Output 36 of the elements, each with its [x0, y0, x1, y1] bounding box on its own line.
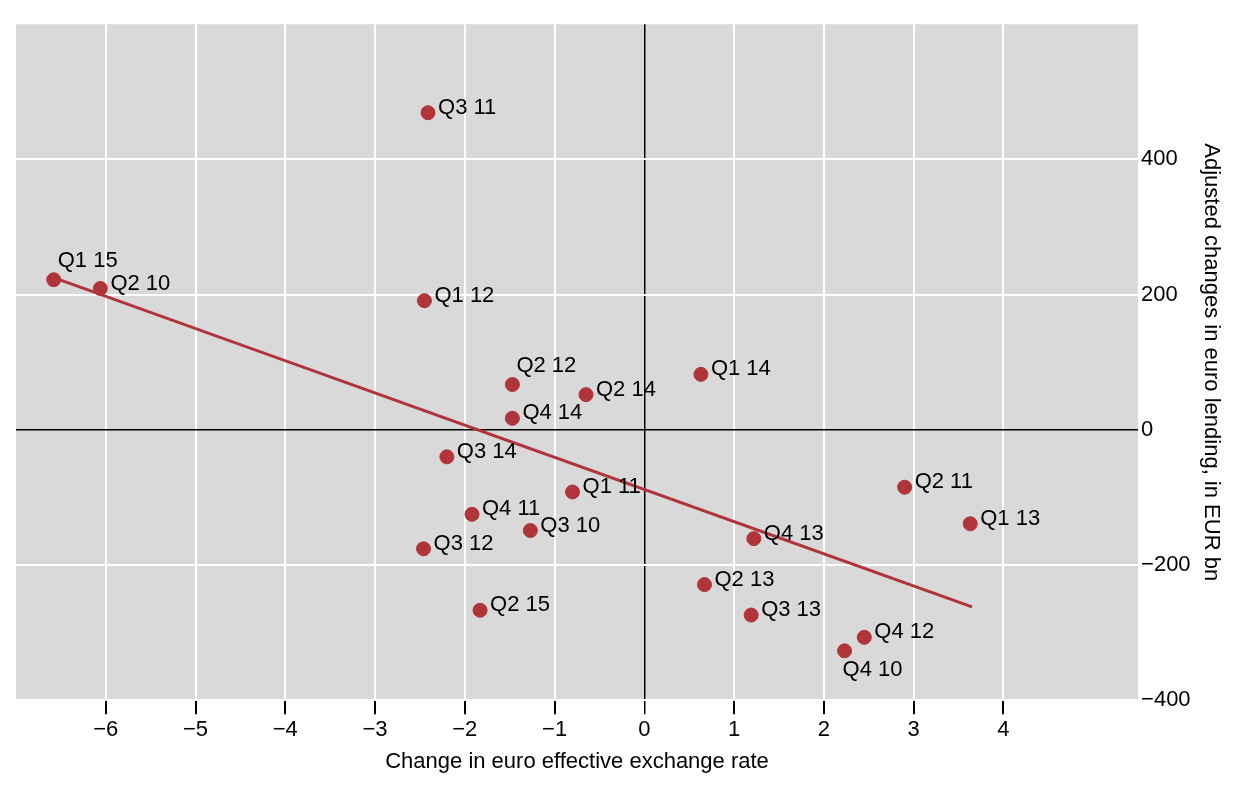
x-tick-label: −6 [93, 716, 119, 742]
x-tick-label: 0 [638, 716, 651, 742]
y-tick-label: 200 [1141, 280, 1178, 306]
data-label: Q1 15 [57, 246, 118, 272]
y-tick-label: 0 [1141, 415, 1154, 441]
data-label: Q2 15 [490, 591, 551, 617]
data-label: Q3 11 [438, 93, 497, 119]
x-tick-label: −3 [362, 716, 388, 742]
x-tick-label: 1 [727, 716, 741, 742]
y-tick-label: −400 [1141, 686, 1191, 712]
x-tick-label: −4 [272, 716, 298, 742]
data-label: Q3 13 [761, 596, 822, 622]
x-tick-label: −5 [182, 716, 209, 742]
y-tick-label: 400 [1141, 145, 1178, 171]
x-tick-label: −1 [542, 716, 568, 742]
data-label: Q2 10 [110, 269, 171, 295]
data-label: Q4 12 [874, 618, 935, 644]
y-tick-label: −200 [1141, 551, 1191, 577]
x-tick-label: −2 [452, 716, 478, 742]
data-label: Q2 11 [914, 468, 973, 494]
data-label: Q2 13 [714, 565, 775, 591]
data-label: Q1 13 [980, 504, 1041, 530]
data-label: Q4 10 [842, 655, 903, 681]
data-label: Q3 14 [456, 437, 517, 463]
x-axis-title: Change in euro effective exchange rate [385, 747, 769, 773]
x-tick-label: 2 [817, 716, 830, 742]
y-axis-title: Adjusted changes in euro lending, in EUR bn [1199, 143, 1225, 582]
data-label: Q1 12 [434, 281, 495, 307]
data-label: Q4 11 [482, 495, 541, 521]
x-tick-label: 3 [907, 716, 920, 742]
data-label: Q2 12 [516, 351, 577, 377]
data-label: Q3 12 [433, 529, 494, 555]
data-label: Q1 14 [710, 355, 771, 381]
data-label: Q3 10 [540, 511, 601, 537]
x-tick-label: 4 [997, 716, 1010, 742]
data-label: Q4 14 [522, 399, 583, 425]
